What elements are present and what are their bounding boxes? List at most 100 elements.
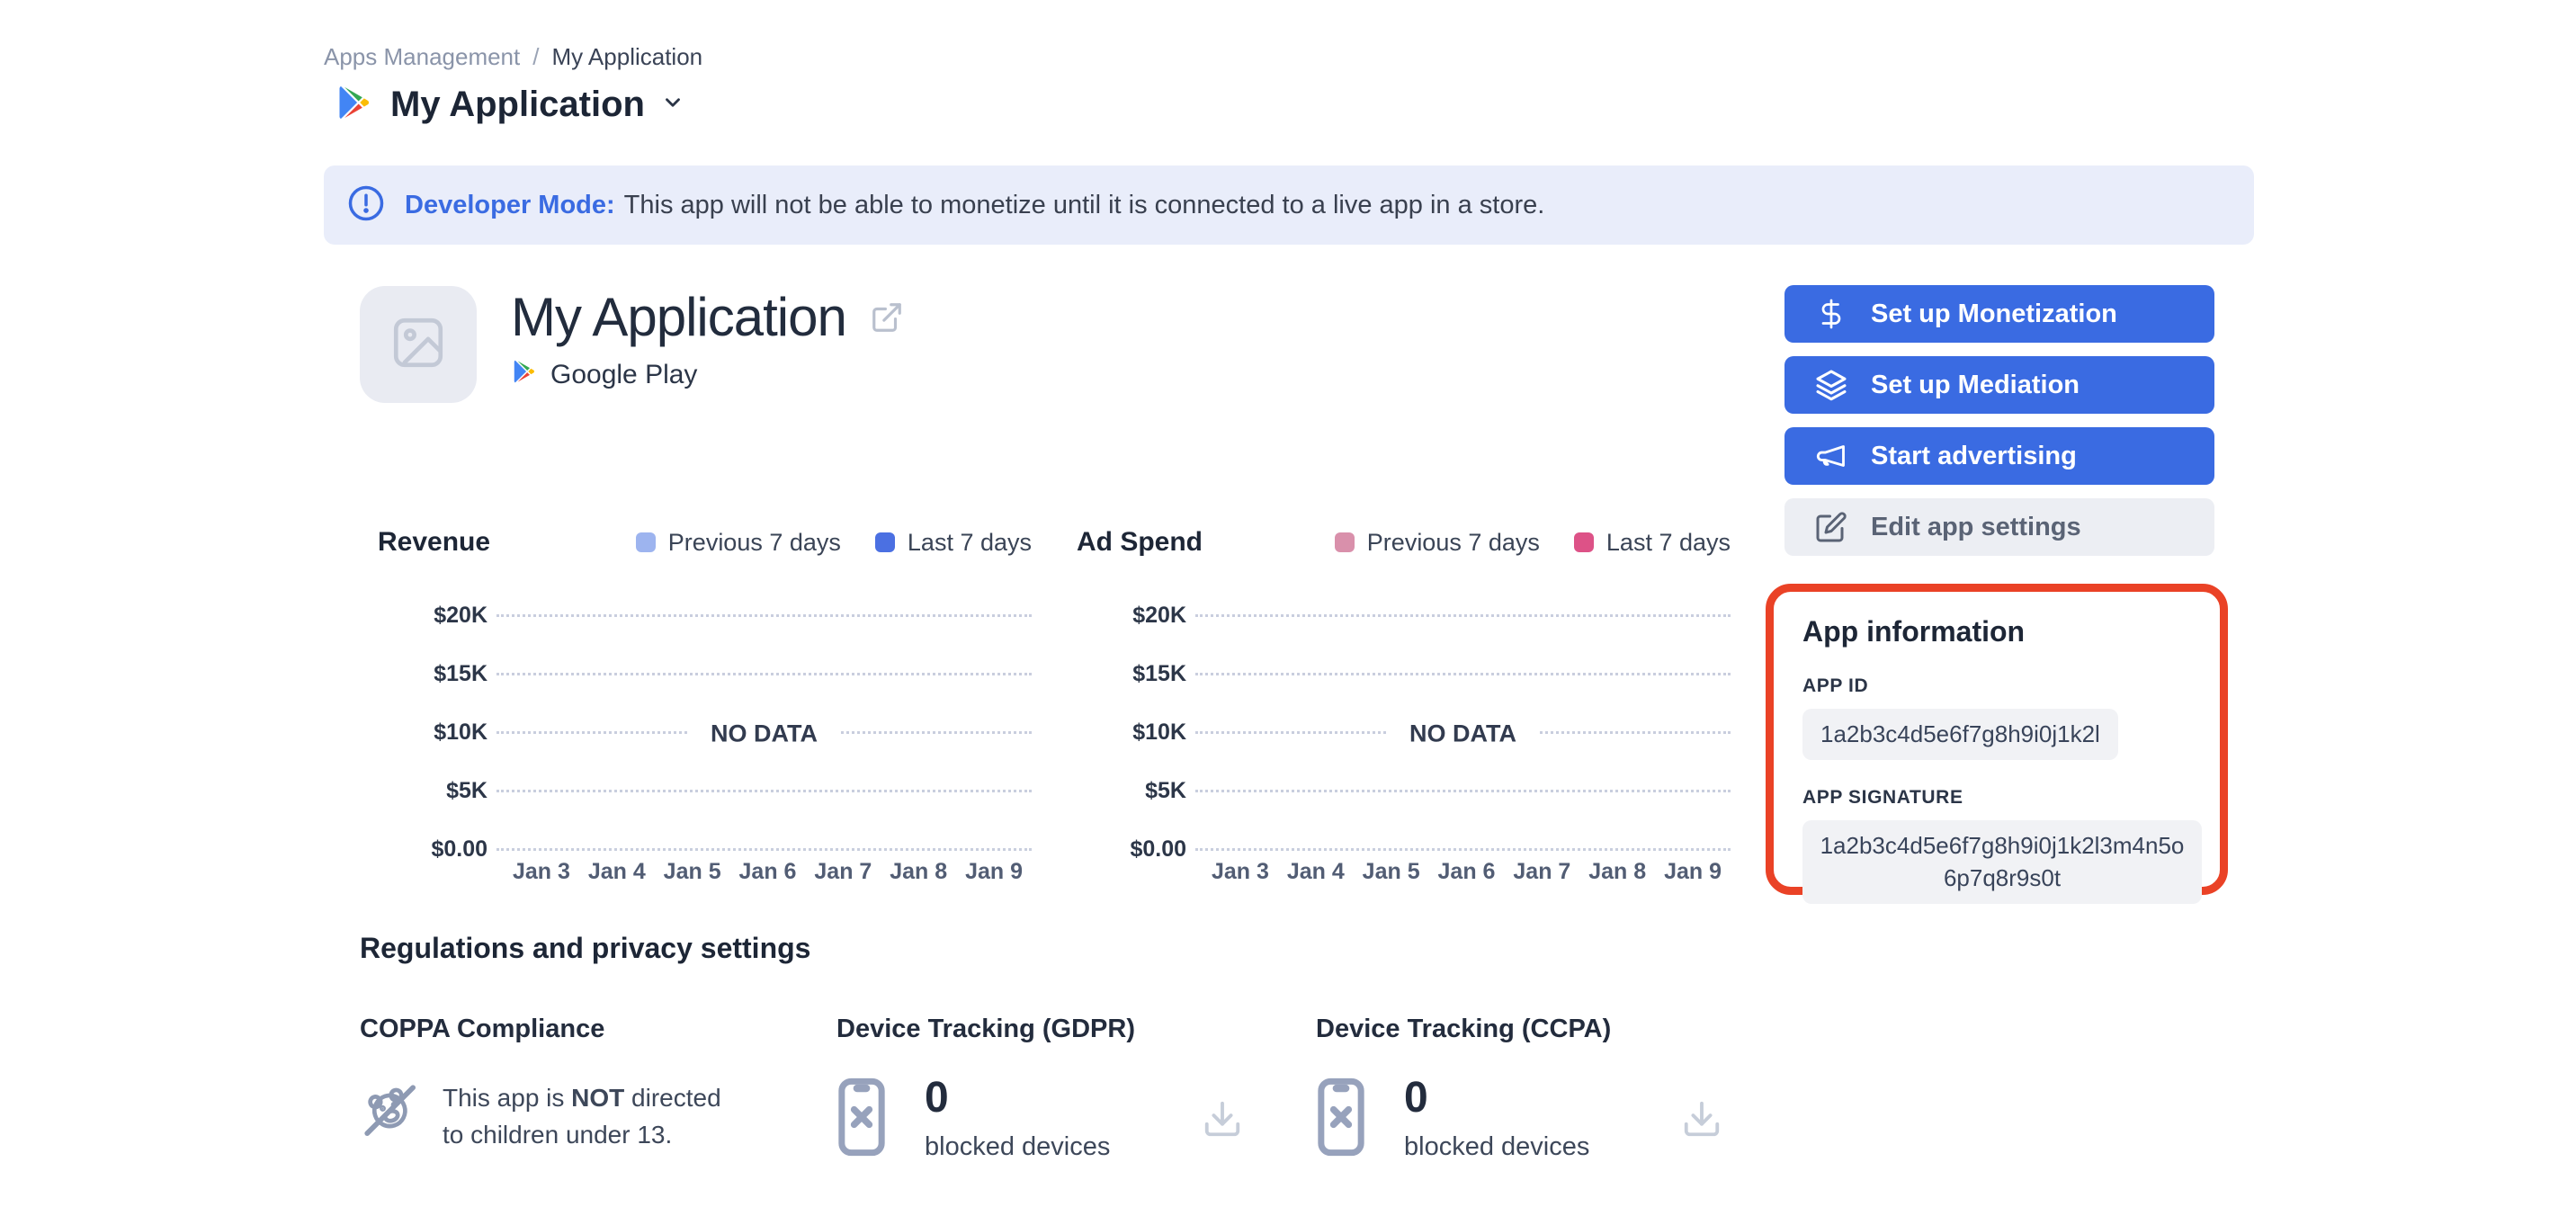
y-tick: $5K	[446, 777, 487, 803]
google-play-icon	[335, 83, 374, 127]
no-data-label: NO DATA	[687, 716, 841, 751]
y-tick: $20K	[1132, 602, 1186, 628]
no-data-label: NO DATA	[1386, 716, 1540, 751]
x-tick: Jan 5	[663, 859, 721, 884]
gdpr-title: Device Tracking (GDPR)	[836, 1015, 1135, 1043]
x-tick: Jan 7	[1513, 859, 1571, 884]
legend-swatch	[1573, 532, 1594, 552]
x-tick: Jan 3	[512, 859, 570, 884]
y-tick: $10K	[1132, 719, 1186, 745]
button-label: Set up Monetization	[1871, 299, 2117, 328]
edit-icon	[1815, 511, 1847, 543]
chart-plot-area: $20K $15K $10K NO DATA $5K $0.00 Jan 3 Ja…	[1077, 559, 1731, 900]
app-name-heading: My Application	[511, 287, 847, 347]
x-tick: Jan 9	[965, 859, 1024, 884]
store-row: Google Play	[511, 358, 904, 392]
legend-previous-7-days[interactable]: Previous 7 days	[635, 529, 841, 557]
gridline	[1195, 613, 1731, 617]
y-tick: $10K	[434, 719, 487, 745]
phone-blocked-icon	[1316, 1077, 1366, 1162]
chart-legend: Previous 7 days Last 7 days	[1334, 529, 1731, 557]
child-blocked-icon	[360, 1080, 419, 1144]
app-signature-label: APP SIGNATURE	[1802, 787, 1963, 808]
ccpa-blocked-label: blocked devices	[1404, 1132, 1590, 1161]
setup-mediation-button[interactable]: Set up Mediation	[1784, 356, 2214, 414]
ccpa-blocked-count: 0	[1404, 1074, 1428, 1122]
app-signature-value: 1a2b3c4d5e6f7g8h9i0j1k2l3m4n5o6p7q8r9s0t	[1802, 820, 2202, 904]
legend-previous-7-days[interactable]: Previous 7 days	[1334, 529, 1540, 557]
setup-monetization-button[interactable]: Set up Monetization	[1784, 285, 2214, 343]
chart-title: Ad Spend	[1077, 527, 1203, 557]
gridline	[1195, 789, 1731, 792]
chart-legend: Previous 7 days Last 7 days	[635, 529, 1032, 557]
developer-mode-banner: Developer Mode: This app will not be abl…	[324, 165, 2254, 245]
x-tick: Jan 4	[1286, 859, 1345, 884]
page-title-row: My Application	[335, 83, 684, 127]
app-information-panel: App information APP ID 1a2b3c4d5e6f7g8h9…	[1766, 584, 2228, 904]
gdpr-blocked-label: blocked devices	[925, 1132, 1111, 1161]
ccpa-title: Device Tracking (CCPA)	[1316, 1015, 1612, 1043]
external-link-icon[interactable]	[870, 300, 904, 339]
button-label: Start advertising	[1871, 441, 2077, 470]
y-tick: $0.00	[1130, 836, 1186, 862]
legend-last-7-days[interactable]: Last 7 days	[874, 529, 1032, 557]
download-icon[interactable]	[1202, 1098, 1243, 1142]
phone-blocked-icon	[836, 1077, 887, 1162]
x-axis-labels: Jan 3 Jan 4 Jan 5 Jan 6 Jan 7 Jan 8 Jan …	[1203, 859, 1731, 885]
page-title: My Application	[390, 85, 645, 124]
coppa-compliance-card: COPPA Compliance This app is NOT directe…	[360, 1015, 738, 1153]
gridline	[496, 789, 1032, 792]
x-tick: Jan 4	[587, 859, 646, 884]
breadcrumb-current: My Application	[551, 43, 703, 70]
y-tick: $15K	[1132, 660, 1186, 686]
x-tick: Jan 8	[890, 859, 948, 884]
start-advertising-button[interactable]: Start advertising	[1784, 427, 2214, 485]
coppa-text: This app is NOT directed to children und…	[443, 1084, 721, 1149]
y-tick: $20K	[434, 602, 487, 628]
x-axis-labels: Jan 3 Jan 4 Jan 5 Jan 6 Jan 7 Jan 8 Jan …	[504, 859, 1032, 885]
legend-last-7-days[interactable]: Last 7 days	[1573, 529, 1731, 557]
breadcrumb-apps-management[interactable]: Apps Management	[324, 43, 521, 70]
image-placeholder-icon	[389, 313, 448, 377]
app-icon-placeholder	[360, 286, 477, 403]
app-id-value: 1a2b3c4d5e6f7g8h9i0j1k2l	[1802, 709, 2118, 760]
breadcrumb-separator: /	[532, 43, 540, 70]
ad-spend-chart: Ad Spend Previous 7 days Last 7 days $20…	[1077, 526, 1731, 900]
y-tick: $5K	[1145, 777, 1186, 803]
app-id-label: APP ID	[1802, 675, 1869, 696]
megaphone-icon	[1815, 440, 1847, 472]
alert-circle-icon	[347, 184, 385, 227]
y-tick: $0.00	[431, 836, 487, 862]
gridline	[496, 613, 1032, 617]
chart-plot-area: $20K $15K $10K NO DATA $5K $0.00 Jan 3 Ja…	[378, 559, 1032, 900]
chart-title: Revenue	[378, 527, 491, 557]
app-information-title: App information	[1802, 615, 2026, 648]
coppa-title: COPPA Compliance	[360, 1015, 605, 1043]
download-icon[interactable]	[1681, 1098, 1722, 1142]
x-tick: Jan 5	[1362, 859, 1420, 884]
banner-label: Developer Mode:	[405, 190, 615, 219]
edit-app-settings-button[interactable]: Edit app settings	[1784, 498, 2214, 556]
gridline	[496, 672, 1032, 675]
regulations-heading: Regulations and privacy settings	[360, 932, 811, 964]
legend-swatch	[635, 532, 656, 552]
x-tick: Jan 9	[1664, 859, 1722, 884]
app-header: My Application Google Play	[511, 288, 904, 392]
action-buttons: Set up Monetization Set up Mediation Sta…	[1784, 285, 2214, 569]
banner-text: This app will not be able to monetize un…	[623, 190, 1545, 219]
google-play-icon-small	[511, 358, 538, 392]
ccpa-tracking-card: Device Tracking (CCPA) 0 blocked devices	[1316, 1015, 1748, 1162]
x-tick: Jan 6	[738, 859, 797, 884]
breadcrumb: Apps Management / My Application	[324, 43, 702, 71]
x-tick: Jan 3	[1211, 859, 1269, 884]
y-tick: $15K	[434, 660, 487, 686]
chevron-down-icon[interactable]	[661, 91, 684, 119]
dollar-icon	[1815, 298, 1847, 330]
store-name: Google Play	[550, 360, 698, 389]
x-tick: Jan 8	[1588, 859, 1647, 884]
gridline	[1195, 672, 1731, 675]
button-label: Edit app settings	[1871, 512, 2081, 541]
button-label: Set up Mediation	[1871, 370, 2080, 399]
legend-swatch	[1334, 532, 1355, 552]
x-tick: Jan 7	[814, 859, 872, 884]
